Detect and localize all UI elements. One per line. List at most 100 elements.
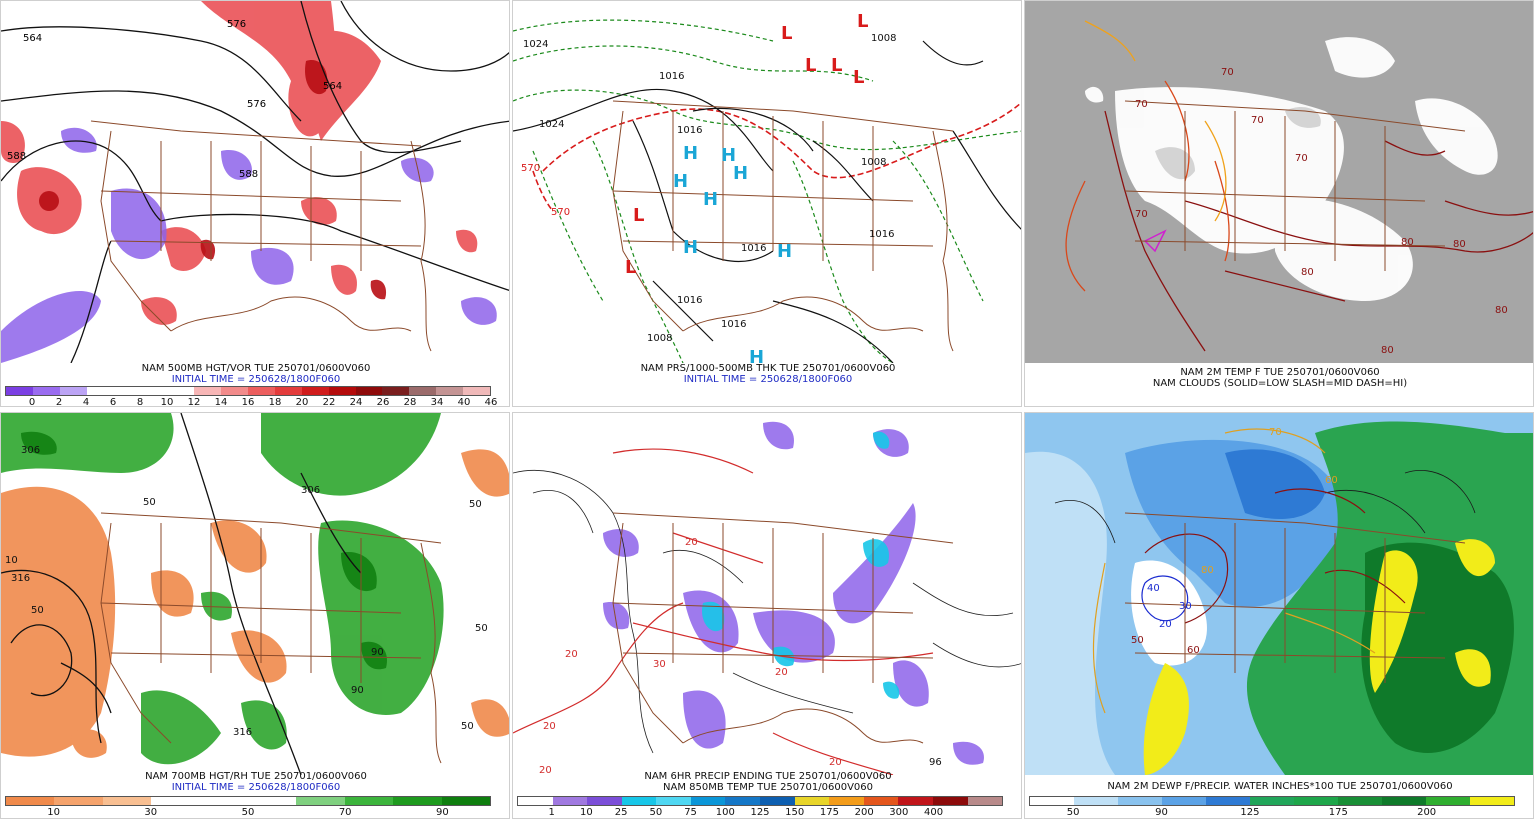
legend-tick-label: 90 <box>1155 807 1168 818</box>
vorticity-map: 564 576 588 588 564 576 <box>1 1 509 363</box>
legend-tick-label: 125 <box>1240 807 1260 818</box>
dewpoint-label: 50 <box>1131 635 1144 646</box>
contour-label: 50 <box>461 721 474 732</box>
isobar-label: 1008 <box>871 33 896 44</box>
panel-dewpoint-precip-water: 40 30 20 50 60 70 60 80 NAM 2M DEWP F/PR… <box>1024 412 1534 819</box>
high-pressure-marker: H <box>683 143 698 164</box>
legend-tick-label: 75 <box>684 807 697 818</box>
high-pressure-marker: H <box>777 241 792 262</box>
low-pressure-marker: L <box>781 23 792 44</box>
legend-swatch <box>1118 797 1162 805</box>
legend-swatch <box>1426 797 1470 805</box>
low-pressure-marker: L <box>831 55 842 76</box>
legend-swatch <box>274 387 302 395</box>
temp-label: 70 <box>1295 153 1308 164</box>
contour-label: 576 <box>247 99 266 110</box>
isobar-label: 1024 <box>539 119 564 130</box>
legend-tick-label: 10 <box>160 397 174 407</box>
legend-swatch <box>248 797 297 805</box>
legend-swatch <box>587 797 622 805</box>
temp-label: 20 <box>685 537 698 548</box>
legend-swatch <box>86 387 114 395</box>
legend-swatch <box>167 387 195 395</box>
high-pressure-marker: H <box>749 347 764 363</box>
contour-label: 588 <box>239 169 258 180</box>
legend-swatch <box>1294 797 1338 805</box>
low-pressure-marker: L <box>805 55 816 76</box>
legend-swatch <box>794 797 830 805</box>
isobar-label: 1016 <box>677 125 702 136</box>
temp-label: 70 <box>1135 209 1148 220</box>
contour-label: 316 <box>233 727 252 738</box>
isobar-label: 1016 <box>659 71 684 82</box>
contour-label: 90 <box>351 685 364 696</box>
isobar-label: 1008 <box>861 157 886 168</box>
legend-swatch <box>102 797 152 805</box>
panel-initial-time: INITIAL TIME = 250628/1800F060 <box>171 374 341 385</box>
legend-swatch <box>967 797 1003 805</box>
legend-swatch <box>1162 797 1206 805</box>
high-pressure-marker: H <box>683 237 698 258</box>
precipitation-map: 20 20 30 20 20 20 20 96 <box>513 413 1021 775</box>
temp-label: 80 <box>1453 239 1466 250</box>
panel-subcaption: NAM CLOUDS (SOLID=LOW SLASH=MID DASH=HI) <box>1152 378 1408 389</box>
legend-tick-label: 6 <box>109 397 117 407</box>
legend-tick-label: 0 <box>28 397 36 407</box>
dewpoint-label: 70 <box>1269 427 1282 438</box>
color-legend <box>1029 796 1515 806</box>
legend-swatch <box>199 797 249 805</box>
temp-label: 80 <box>1381 345 1394 356</box>
panel-700mb-rh: 306 50 10 316 50 50 90 90 50 306 50 316 … <box>0 412 510 819</box>
legend-tick-label: 50 <box>649 807 663 818</box>
legend-tick-label: 50 <box>241 807 255 818</box>
legend-swatch <box>355 387 383 395</box>
legend-swatch <box>301 387 329 395</box>
contour-label: 306 <box>21 445 40 456</box>
legend-swatch <box>1074 797 1118 805</box>
legend-tick-label: 175 <box>819 807 839 818</box>
isobar-label: 1016 <box>741 243 766 254</box>
legend-swatch <box>140 387 168 395</box>
legend-tick-label: 125 <box>750 807 770 818</box>
contour-label: 306 <box>301 485 320 496</box>
contour-label: 50 <box>143 497 156 508</box>
legend-swatch <box>1206 797 1250 805</box>
legend-tick-label: 40 <box>457 397 471 407</box>
contour-label: 90 <box>371 647 384 658</box>
panel-2m-temp-clouds: 70 70 70 80 80 80 70 70 80 80 NAM 2M TEM… <box>1024 0 1534 407</box>
legend-tick-label: 22 <box>322 397 336 407</box>
panel-caption: NAM 700MB HGT/RH TUE 250701/0600V060 <box>145 771 367 782</box>
legend-swatch <box>518 797 553 805</box>
contour-label: 564 <box>323 81 342 92</box>
temp-label: 30 <box>653 659 666 670</box>
temp-label: 80 <box>1301 267 1314 278</box>
temp-label: 80 <box>1495 305 1508 316</box>
legend-swatch <box>344 797 394 805</box>
legend-swatch <box>441 797 491 805</box>
dewpoint-label: 80 <box>1201 565 1214 576</box>
legend-swatch <box>113 387 141 395</box>
legend-swatch <box>382 387 410 395</box>
legend-tick-label: 300 <box>889 807 909 818</box>
isobar-label: 1024 <box>523 39 548 50</box>
legend-tick-label: 14 <box>214 397 228 407</box>
contour-label: 50 <box>469 499 482 510</box>
legend-tick-label: 10 <box>47 807 60 818</box>
legend-ticks: 10 30 50 70 90 <box>5 807 491 818</box>
high-pressure-marker: H <box>703 189 718 210</box>
legend-swatch <box>6 797 55 805</box>
temp-label: 80 <box>1401 237 1414 248</box>
low-pressure-marker: L <box>857 11 868 32</box>
relative-humidity-map: 306 50 10 316 50 50 90 90 50 306 50 316 <box>1 413 509 775</box>
legend-tick-label: 150 <box>785 807 805 818</box>
temp-label: 20 <box>539 765 552 775</box>
panel-500mb-vorticity: 564 576 588 588 564 576 NAM 500MB HGT/VO… <box>0 0 510 407</box>
legend-swatch <box>690 797 726 805</box>
isobar-label: 1016 <box>721 319 746 330</box>
temp-label: 70 <box>1135 99 1148 110</box>
temp-label: 70 <box>1251 115 1264 126</box>
isobar-label: 1016 <box>869 229 894 240</box>
legend-swatch <box>328 387 356 395</box>
legend-swatch <box>863 797 899 805</box>
contour-label: 588 <box>7 151 26 162</box>
